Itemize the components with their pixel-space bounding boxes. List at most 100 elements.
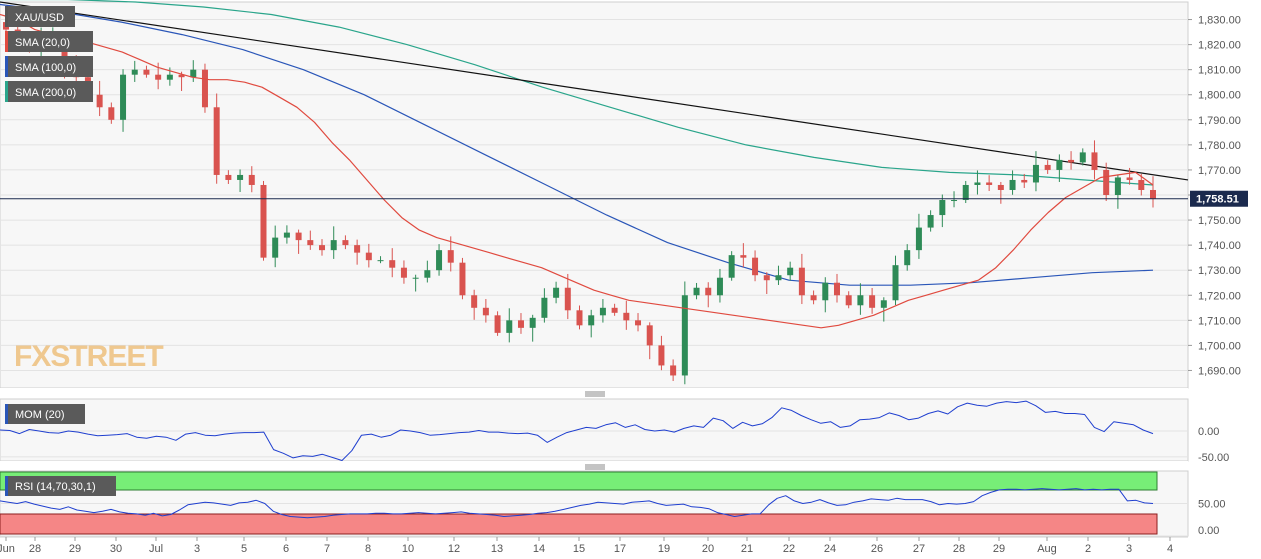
- price-tick-label: 1,790.00: [1198, 115, 1241, 127]
- candle: [1138, 173, 1145, 196]
- legend-item[interactable]: SMA (20,0): [5, 31, 93, 52]
- candle-body: [424, 270, 431, 278]
- momentum-pane: 0.00 -50.00 MOM (20): [0, 398, 1229, 464]
- candle: [295, 229, 302, 254]
- candle-body: [1126, 177, 1133, 180]
- candle: [775, 265, 782, 285]
- candle: [412, 274, 419, 292]
- rsi-tick-label: 0.00: [1198, 525, 1219, 537]
- candle: [1150, 176, 1156, 208]
- candle-body: [354, 245, 361, 253]
- price-axis: 1,690.00 1,700.00 1,710.00 1,720.00 1,730.00…: [1188, 15, 1241, 377]
- candle-body: [1056, 159, 1063, 170]
- time-tick-label: 30: [110, 543, 122, 555]
- candle-body: [1044, 164, 1051, 170]
- candle-body: [693, 287, 700, 296]
- candle-body: [342, 240, 349, 246]
- candle-body: [845, 295, 852, 306]
- candle: [260, 180, 267, 261]
- legend-color-swatch: [5, 56, 8, 77]
- candle: [588, 309, 595, 338]
- candle: [319, 239, 326, 256]
- pane-splitter-2[interactable]: [0, 461, 1188, 471]
- price-tick-label: 1,690.00: [1198, 365, 1241, 377]
- current-price-label: 1,758.51: [1196, 194, 1239, 206]
- candle-body: [1150, 189, 1156, 199]
- candle: [342, 235, 349, 250]
- momentum-label: MOM (20): [15, 409, 65, 421]
- legend-item[interactable]: SMA (100,0): [5, 56, 93, 77]
- candle: [716, 268, 723, 303]
- candle-body: [564, 287, 571, 311]
- candle: [564, 273, 571, 320]
- price-tick-label: 1,820.00: [1198, 40, 1241, 52]
- legend-item[interactable]: SMA (200,0): [5, 81, 93, 102]
- watermark: FXSTREET: [14, 340, 163, 373]
- candle: [272, 225, 279, 268]
- price-tick-label: 1,810.00: [1198, 65, 1241, 77]
- candle-body: [295, 232, 302, 241]
- price-tick-label: 1,730.00: [1198, 265, 1241, 277]
- candle: [377, 256, 384, 264]
- candle-body: [705, 287, 712, 296]
- candle: [833, 273, 840, 303]
- candle: [131, 60, 138, 82]
- legend-item[interactable]: XAU/USD: [5, 6, 75, 27]
- candle: [471, 289, 478, 320]
- candle-body: [716, 277, 723, 296]
- time-tick-label: 5: [241, 543, 247, 555]
- time-tick-label: 24: [824, 543, 836, 555]
- candle: [705, 282, 712, 308]
- time-tick-label: 29: [69, 543, 81, 555]
- candle: [1068, 151, 1075, 170]
- candle-body: [120, 74, 127, 120]
- time-tick-label: 20: [702, 543, 714, 555]
- candle: [986, 175, 993, 191]
- candle-body: [283, 232, 290, 238]
- candle: [822, 277, 829, 313]
- candle-body: [670, 365, 677, 376]
- candle: [506, 308, 513, 343]
- candle: [1032, 151, 1039, 192]
- candle-body: [553, 287, 560, 298]
- time-tick-label: 2: [1085, 543, 1091, 555]
- time-tick-label: 3: [194, 543, 200, 555]
- candle-body: [798, 267, 805, 296]
- candle: [213, 93, 220, 184]
- candle: [1126, 167, 1133, 185]
- time-tick-label: 13: [491, 543, 503, 555]
- time-tick-label: 4: [1167, 543, 1173, 555]
- sma-200-path: [0, 0, 1154, 186]
- candle-body: [880, 300, 887, 308]
- candle: [225, 170, 232, 184]
- candle: [1044, 160, 1051, 174]
- candle-body: [646, 325, 653, 346]
- candle-body: [1091, 152, 1098, 170]
- candle: [283, 225, 290, 244]
- candle: [904, 244, 911, 271]
- legend-item-label: SMA (20,0): [15, 37, 70, 49]
- time-tick-label: 6: [283, 543, 289, 555]
- pane-splitter-1[interactable]: [0, 388, 1188, 398]
- time-axis: Jun282930Jul3567810121314151719202122242…: [0, 536, 1188, 555]
- candle-body: [869, 295, 876, 308]
- legend: XAU/USD SMA (20,0) SMA (100,0) SMA (200,0): [5, 6, 93, 102]
- candle-body: [1068, 159, 1075, 163]
- candle: [611, 303, 618, 316]
- candle-body: [389, 260, 396, 268]
- time-tick-label: Aug: [1037, 543, 1057, 555]
- candle: [553, 281, 560, 304]
- legend-item-bg: [5, 56, 93, 77]
- candle-body: [517, 320, 524, 328]
- time-tick-label: 15: [573, 543, 585, 555]
- candle: [869, 287, 876, 314]
- candle-body: [307, 240, 314, 246]
- time-tick-label: 14: [533, 543, 545, 555]
- candle-body: [997, 184, 1004, 190]
- candle: [599, 299, 606, 323]
- candle-body: [248, 174, 255, 185]
- candle: [529, 314, 536, 342]
- rsi-path: [0, 488, 1154, 519]
- candle-body: [974, 182, 981, 185]
